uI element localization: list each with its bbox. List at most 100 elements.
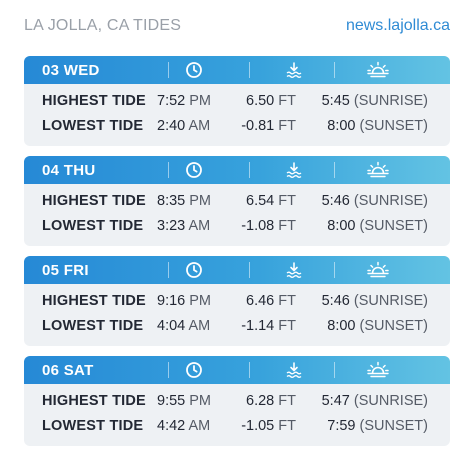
tide-height: -1.08 FT — [241, 218, 296, 234]
tide-time-value: 9:55 — [157, 393, 186, 409]
tide-time-value: 9:16 — [157, 293, 186, 309]
sun-event: 5:47 (SUNRISE) — [322, 393, 428, 409]
tide-time-value: 4:42 — [157, 418, 186, 434]
sun-time: 5:46 — [321, 293, 350, 309]
tide-height-unit: FT — [278, 93, 296, 109]
highest-tide-row: HIGHEST TIDE 8:35 PM 6.54 FT 5:46 (SUNRISE) — [24, 189, 450, 214]
clock-icon — [185, 261, 203, 279]
tide-time-value: 7:52 — [157, 93, 186, 109]
day-card: 05 FRI HIGHEST TIDE 9:16 PM 6.46 FT 5:46 (SU… — [24, 256, 450, 346]
tide-time: 4:04 AM — [157, 318, 210, 334]
tide-time-ampm: AM — [188, 118, 211, 134]
header-divider — [334, 262, 335, 278]
tide-time-value: 2:40 — [157, 118, 186, 134]
tide-type-label: HIGHEST TIDE — [42, 193, 146, 209]
tide-type-label: LOWEST TIDE — [42, 318, 144, 334]
lowest-tide-row: LOWEST TIDE 2:40 AM -0.81 FT 8:00 (SUNSET) — [24, 114, 450, 139]
sun-event-label: (SUNSET) — [359, 318, 428, 334]
tide-time-ampm: AM — [188, 218, 211, 234]
page-header: LA JOLLA, CA TIDES news.lajolla.ca — [24, 14, 450, 40]
tide-time: 8:35 PM — [157, 193, 211, 209]
tide-type-label: HIGHEST TIDE — [42, 393, 146, 409]
lowest-tide-row: LOWEST TIDE 4:42 AM -1.05 FT 7:59 (SUNSET) — [24, 414, 450, 439]
highest-tide-row: HIGHEST TIDE 7:52 PM 6.50 FT 5:45 (SUNRISE) — [24, 89, 450, 114]
tide-height-value: 6.46 — [246, 293, 275, 309]
day-header: 06 SAT — [24, 356, 450, 384]
tide-height-unit: FT — [278, 393, 296, 409]
day-label: 03 WED — [42, 62, 100, 79]
sun-event-label: (SUNRISE) — [353, 193, 428, 209]
sun-event: 8:00 (SUNSET) — [327, 218, 428, 234]
sun-horizon-icon — [367, 361, 389, 379]
tide-time: 9:16 PM — [157, 293, 211, 309]
lowest-tide-row: LOWEST TIDE 4:04 AM -1.14 FT 8:00 (SUNSET) — [24, 314, 450, 339]
tide-level-icon — [285, 261, 303, 279]
tide-height-value: -1.05 — [241, 418, 275, 434]
tide-time-ampm: AM — [188, 418, 211, 434]
sun-event-label: (SUNSET) — [359, 118, 428, 134]
tide-time-ampm: PM — [189, 193, 212, 209]
sun-event: 5:46 (SUNRISE) — [322, 193, 428, 209]
header-divider — [168, 262, 169, 278]
clock-icon — [185, 361, 203, 379]
day-header: 05 FRI — [24, 256, 450, 284]
header-divider — [334, 162, 335, 178]
sun-event-label: (SUNRISE) — [353, 393, 428, 409]
page-title: LA JOLLA, CA TIDES — [24, 17, 182, 34]
tide-type-label: LOWEST TIDE — [42, 218, 144, 234]
tide-time: 2:40 AM — [157, 118, 210, 134]
tide-time-value: 3:23 — [157, 218, 186, 234]
tide-time-ampm: AM — [188, 318, 211, 334]
sun-horizon-icon — [367, 261, 389, 279]
tide-height: -0.81 FT — [241, 118, 296, 134]
site-link[interactable]: news.lajolla.ca — [345, 17, 450, 34]
day-header: 04 THU — [24, 156, 450, 184]
header-divider — [334, 62, 335, 78]
sun-event-label: (SUNSET) — [359, 218, 428, 234]
header-divider — [249, 362, 250, 378]
sun-event: 8:00 (SUNSET) — [327, 318, 428, 334]
header-divider — [168, 62, 169, 78]
clock-icon — [185, 61, 203, 79]
highest-tide-row: HIGHEST TIDE 9:55 PM 6.28 FT 5:47 (SUNRISE) — [24, 389, 450, 414]
tide-height-value: 6.54 — [246, 193, 275, 209]
tide-level-icon — [285, 161, 303, 179]
tide-height: 6.50 FT — [246, 93, 296, 109]
sun-event: 7:59 (SUNSET) — [327, 418, 428, 434]
header-divider — [168, 362, 169, 378]
sun-time: 8:00 — [327, 118, 356, 134]
tide-type-label: HIGHEST TIDE — [42, 93, 146, 109]
header-divider — [249, 262, 250, 278]
sun-event-label: (SUNSET) — [359, 418, 428, 434]
tide-height-value: -0.81 — [241, 118, 275, 134]
day-card: 03 WED HIGHEST TIDE 7:52 PM 6.50 FT 5:45 (SU… — [24, 56, 450, 146]
sun-horizon-icon — [367, 161, 389, 179]
header-divider — [334, 362, 335, 378]
sun-time: 8:00 — [327, 318, 356, 334]
tide-height-value: 6.28 — [246, 393, 275, 409]
sun-event-label: (SUNRISE) — [353, 93, 428, 109]
tide-level-icon — [285, 361, 303, 379]
tide-type-label: LOWEST TIDE — [42, 418, 144, 434]
tide-time: 9:55 PM — [157, 393, 211, 409]
sun-time: 5:46 — [321, 193, 350, 209]
tide-height-value: -1.14 — [241, 318, 275, 334]
day-label: 04 THU — [42, 162, 96, 179]
day-label: 05 FRI — [42, 262, 89, 279]
day-card: 04 THU HIGHEST TIDE 8:35 PM 6.54 FT 5:46 (SU… — [24, 156, 450, 246]
sun-event: 5:46 (SUNRISE) — [322, 293, 428, 309]
tide-height-unit: FT — [278, 118, 296, 134]
tide-height: -1.05 FT — [241, 418, 296, 434]
sun-event-label: (SUNRISE) — [353, 293, 428, 309]
tide-time-ampm: PM — [189, 93, 212, 109]
sun-event: 8:00 (SUNSET) — [327, 118, 428, 134]
tide-height-unit: FT — [278, 218, 296, 234]
header-divider — [249, 162, 250, 178]
tide-level-icon — [285, 61, 303, 79]
sun-event: 5:45 (SUNRISE) — [322, 93, 428, 109]
tide-height-value: -1.08 — [241, 218, 275, 234]
tide-time: 4:42 AM — [157, 418, 210, 434]
header-divider — [249, 62, 250, 78]
tide-type-label: LOWEST TIDE — [42, 118, 144, 134]
clock-icon — [185, 161, 203, 179]
